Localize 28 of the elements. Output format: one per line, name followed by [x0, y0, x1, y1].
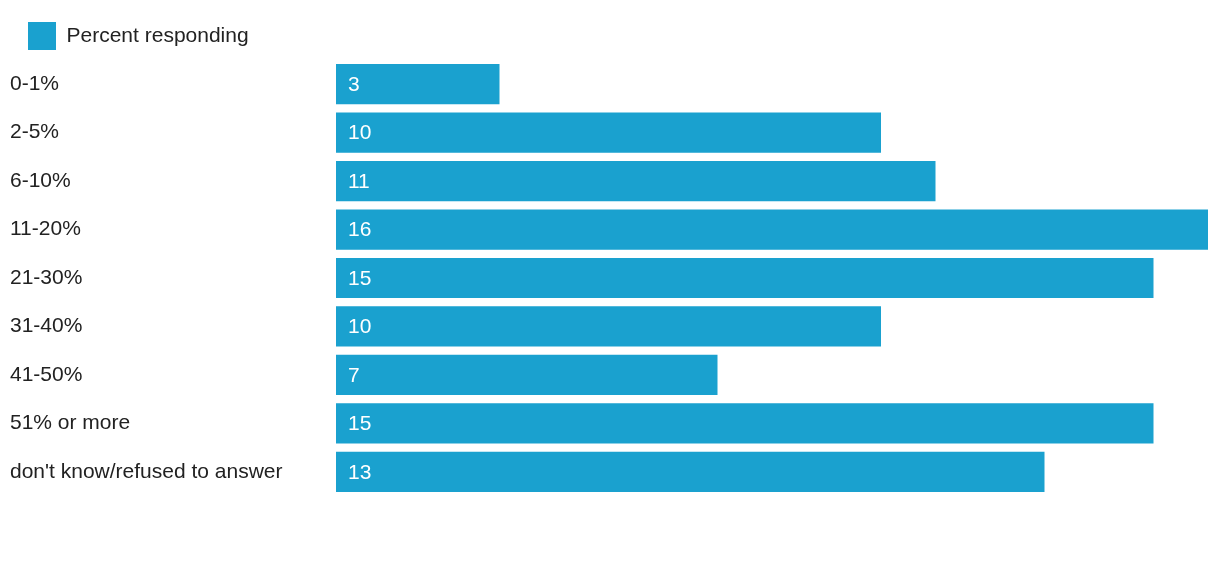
legend-label: Percent responding [66, 22, 249, 46]
data-label: 10 [348, 314, 372, 338]
y-tick-label: 2-5% [10, 119, 60, 143]
data-label: 15 [348, 411, 372, 435]
data-label: 11 [348, 168, 370, 192]
y-tick-label: 21-30% [10, 264, 83, 288]
bar [336, 403, 1154, 444]
bar [336, 306, 881, 347]
y-tick-label: 11-20% [10, 216, 81, 240]
y-tick-label: 0-1% [10, 71, 60, 95]
y-tick-label: 41-50% [10, 361, 83, 385]
data-label: 16 [348, 217, 372, 241]
data-label: 7 [348, 362, 360, 386]
y-tick-label: 6-10% [10, 167, 71, 191]
bar [336, 161, 936, 202]
bar [336, 112, 881, 153]
data-label: 13 [348, 459, 372, 483]
y-tick-label: don't know/refused to answer [10, 458, 283, 482]
bar [336, 451, 1045, 492]
y-tick-label: 51% or more [10, 410, 131, 434]
data-label: 10 [348, 120, 372, 144]
data-label: 3 [348, 72, 360, 96]
bar [336, 64, 500, 105]
bar [336, 209, 1208, 250]
bar [336, 257, 1154, 299]
bar [336, 354, 718, 395]
data-label: 15 [348, 265, 372, 289]
y-tick-label: 31-40% [10, 313, 83, 337]
